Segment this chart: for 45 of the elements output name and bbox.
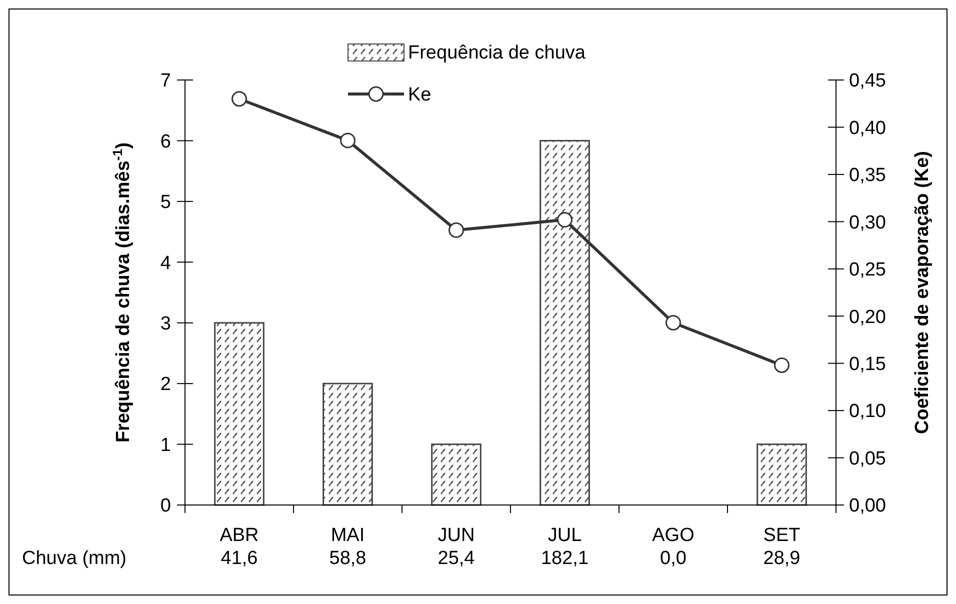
y-tick-label: 0 xyxy=(160,496,171,517)
bar xyxy=(756,444,807,506)
legend-label: Ke xyxy=(408,84,432,106)
y-tick-label: 6 xyxy=(160,131,171,152)
y2-tick-label: 0,35 xyxy=(849,165,886,186)
bar xyxy=(540,140,590,506)
x-tick-label: MAI xyxy=(330,525,365,546)
y2-tick-label: 0,30 xyxy=(849,212,886,234)
point xyxy=(557,212,572,228)
text: 28,9 xyxy=(763,548,800,569)
y-tick-label: 7 xyxy=(160,70,171,92)
y2-tick-label: 0,00 xyxy=(849,496,886,517)
text: 25,4 xyxy=(438,548,476,569)
y2-tick-label: 0,10 xyxy=(849,401,886,422)
y2-tick-label: 0,05 xyxy=(849,448,886,470)
y-tick-label: 3 xyxy=(160,314,171,335)
y-tick-label: 1 xyxy=(160,434,171,456)
y-tick-label: 4 xyxy=(160,252,172,274)
y2-tick-label: 0,15 xyxy=(849,354,886,375)
point xyxy=(232,91,247,107)
text: 0,0 xyxy=(660,548,686,569)
text: 58,8 xyxy=(329,548,366,569)
y2-tick-label: 0,40 xyxy=(849,118,886,139)
text: 182,1 xyxy=(540,548,589,569)
x-tick-label: SET xyxy=(763,525,801,546)
point xyxy=(774,357,790,373)
x-tick-label: JUL xyxy=(548,525,582,546)
point xyxy=(448,222,464,238)
y2-tick-label: 0,45 xyxy=(849,70,886,92)
y-tick-label: 5 xyxy=(160,192,171,214)
text: Chuva (mm) xyxy=(22,548,127,569)
x-tick-label: JUN xyxy=(438,525,475,546)
y2-tick-label: 0,25 xyxy=(849,260,886,281)
bar xyxy=(214,322,264,506)
bar xyxy=(431,444,482,506)
y2-tick-label: 0,20 xyxy=(849,306,886,328)
y-tick-label: 2 xyxy=(160,374,171,396)
text: 41,6 xyxy=(220,548,258,569)
bar xyxy=(322,382,373,506)
legend-label: Frequência de chuva xyxy=(408,42,586,64)
x-tick-label: ABR xyxy=(220,525,259,546)
point xyxy=(666,314,681,330)
point xyxy=(340,132,356,148)
y2-axis-title: Coeficiente de evaporação (Ke) xyxy=(912,151,933,434)
x-tick-label: AGO xyxy=(652,525,694,546)
